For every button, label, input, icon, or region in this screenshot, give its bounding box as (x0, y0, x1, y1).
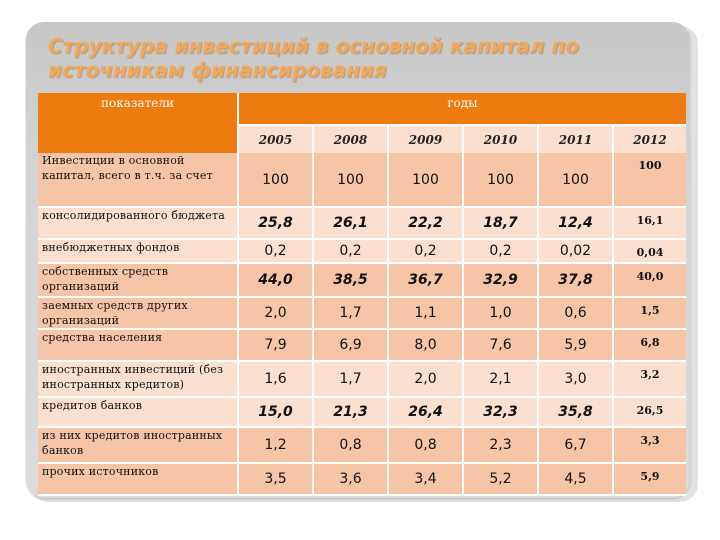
value-cell: 0,2 (462, 239, 538, 264)
value-cell: 16,1 (612, 207, 686, 240)
value-cell: 5,9 (612, 463, 686, 496)
value-cell: 0,8 (312, 427, 388, 464)
value-cell: 2,1 (462, 361, 538, 398)
value-cell: 100 (237, 153, 313, 208)
table-row: кредитов банков 15,0 21,3 26,4 32,3 35,8… (38, 397, 686, 428)
value-cell: 26,5 (612, 397, 686, 428)
value-cell: 100 (537, 153, 613, 208)
value-cell: 2,0 (387, 361, 463, 398)
row-label: средства населения (38, 329, 238, 362)
year-header: 2010 (462, 124, 538, 153)
value-cell: 0,2 (312, 239, 388, 264)
value-cell: 3,6 (312, 463, 388, 496)
table-row: внебюджетных фондов 0,2 0,2 0,2 0,2 0,02… (38, 239, 686, 264)
value-cell: 1,1 (387, 297, 463, 330)
value-cell: 36,7 (387, 263, 463, 298)
value-cell: 0,8 (387, 427, 463, 464)
value-cell: 25,8 (237, 207, 313, 240)
value-cell: 22,2 (387, 207, 463, 240)
row-label: прочих источников (38, 463, 238, 496)
value-cell: 44,0 (237, 263, 313, 298)
value-cell: 100 (612, 153, 686, 208)
value-cell: 12,4 (537, 207, 613, 240)
row-label: внебюджетных фондов (38, 239, 238, 264)
value-cell: 100 (387, 153, 463, 208)
value-cell: 3,2 (612, 361, 686, 398)
value-cell: 1,0 (462, 297, 538, 330)
value-cell: 26,4 (387, 397, 463, 428)
value-cell: 0,2 (237, 239, 313, 264)
table-row: средства населения 7,9 6,9 8,0 7,6 5,9 6… (38, 329, 686, 362)
row-label: заемных средств других организаций (38, 297, 238, 330)
value-cell: 100 (312, 153, 388, 208)
row-label: консолидированного бюджета (38, 207, 238, 240)
value-cell: 3,4 (387, 463, 463, 496)
year-header: 2012 (612, 124, 686, 153)
value-cell: 32,9 (462, 263, 538, 298)
table-row: Инвестиции в основной капитал, всего в т… (38, 153, 686, 208)
slide-title-line-2: источникам финансирования (48, 58, 387, 82)
row-label: кредитов банков (38, 397, 238, 428)
year-header: 2005 (237, 124, 313, 153)
value-cell: 100 (462, 153, 538, 208)
value-cell: 26,1 (312, 207, 388, 240)
table-row: иностранных инвестиций (без иностранных … (38, 361, 686, 398)
value-cell: 1,7 (312, 297, 388, 330)
value-cell: 0,2 (387, 239, 463, 264)
value-cell: 18,7 (462, 207, 538, 240)
value-cell: 5,9 (537, 329, 613, 362)
value-cell: 35,8 (537, 397, 613, 428)
value-cell: 3,5 (237, 463, 313, 496)
value-cell: 15,0 (237, 397, 313, 428)
value-cell: 1,2 (237, 427, 313, 464)
value-cell: 2,3 (462, 427, 538, 464)
value-cell: 7,9 (237, 329, 313, 362)
value-cell: 3,0 (537, 361, 613, 398)
value-cell: 7,6 (462, 329, 538, 362)
value-cell: 40,0 (612, 263, 686, 298)
value-cell: 38,5 (312, 263, 388, 298)
slide-title: Структура инвестиций в основной капитал … (48, 34, 648, 82)
year-header: 2009 (387, 124, 463, 153)
value-cell: 1,6 (237, 361, 313, 398)
header-labels-cell: показатели (38, 93, 239, 153)
header-years-title: годы (238, 93, 686, 125)
slide-title-line-1: Структура инвестиций в основной капитал … (48, 34, 580, 58)
table-row: консолидированного бюджета 25,8 26,1 22,… (38, 207, 686, 240)
value-cell: 32,3 (462, 397, 538, 428)
value-cell: 1,7 (312, 361, 388, 398)
row-label: из них кредитов иностранных банков (38, 427, 238, 464)
value-cell: 3,3 (612, 427, 686, 464)
value-cell: 21,3 (312, 397, 388, 428)
value-cell: 6,8 (612, 329, 686, 362)
value-cell: 0,6 (537, 297, 613, 330)
value-cell: 5,2 (462, 463, 538, 496)
row-label: собственных средств организаций (38, 263, 238, 298)
value-cell: 0,04 (612, 239, 686, 264)
value-cell: 1,5 (612, 297, 686, 330)
value-cell: 6,7 (537, 427, 613, 464)
value-cell: 2,0 (237, 297, 313, 330)
value-cell: 6,9 (312, 329, 388, 362)
investment-structure-table: показатели годы 2005 2008 2009 2010 2011… (38, 93, 686, 496)
table-row: заемных средств других организаций 2,0 1… (38, 297, 686, 330)
table-row: из них кредитов иностранных банков 1,2 0… (38, 427, 686, 464)
value-cell: 0,02 (537, 239, 613, 264)
year-header: 2008 (312, 124, 388, 153)
row-label: Инвестиции в основной капитал, всего в т… (38, 153, 238, 208)
row-label: иностранных инвестиций (без иностранных … (38, 361, 238, 398)
value-cell: 4,5 (537, 463, 613, 496)
value-cell: 37,8 (537, 263, 613, 298)
value-cell: 8,0 (387, 329, 463, 362)
year-header: 2011 (537, 124, 613, 153)
table-row: прочих источников 3,5 3,6 3,4 5,2 4,5 5,… (38, 463, 686, 496)
table-row: собственных средств организаций 44,0 38,… (38, 263, 686, 298)
